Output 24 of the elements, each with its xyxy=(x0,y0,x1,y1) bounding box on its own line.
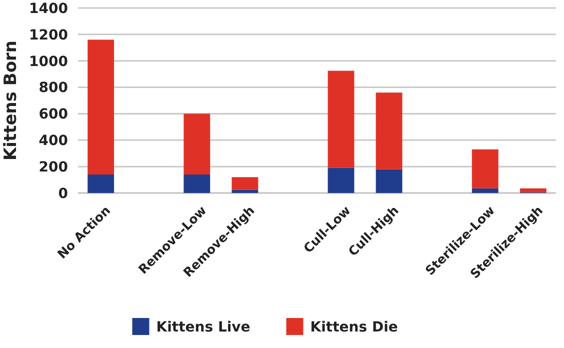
bar xyxy=(472,149,498,188)
bar xyxy=(88,174,114,193)
bar xyxy=(376,92,402,170)
bar xyxy=(328,70,354,168)
bar xyxy=(472,188,498,193)
y-tick-label: 1200 xyxy=(29,27,68,44)
bar xyxy=(232,177,258,190)
y-tick-label: 600 xyxy=(38,106,68,123)
y-tick-label: 400 xyxy=(38,133,68,150)
bar xyxy=(328,168,354,193)
legend-label: Kittens Live xyxy=(156,319,250,336)
y-tick-label: 0 xyxy=(58,186,68,202)
bar xyxy=(376,169,402,193)
bar xyxy=(232,190,258,193)
y-tick-label: 800 xyxy=(38,80,68,96)
y-tick-label: 1400 xyxy=(29,0,68,17)
y-axis-title: Kittens Born xyxy=(1,40,21,161)
bar xyxy=(88,40,114,174)
y-tick-label: 200 xyxy=(38,159,68,176)
legend-label: Kittens Die xyxy=(310,319,398,336)
bar xyxy=(520,188,546,192)
y-tick-label: 1000 xyxy=(29,54,68,70)
bar xyxy=(184,114,210,174)
bar xyxy=(184,174,210,193)
